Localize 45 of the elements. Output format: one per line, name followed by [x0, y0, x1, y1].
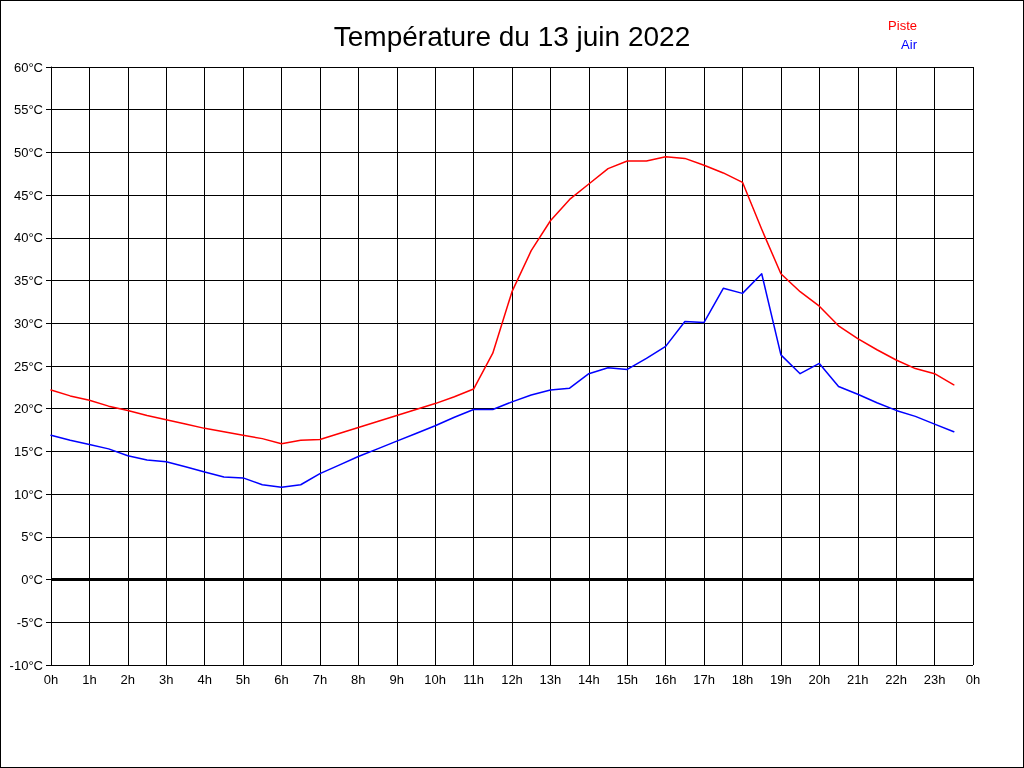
x-tick-label: 12h [501, 672, 523, 687]
line-series [50, 272, 955, 489]
x-tick-label: 13h [539, 672, 562, 687]
y-tick-label: 50°C [13, 144, 43, 160]
x-tick-label: 20h [808, 672, 831, 687]
x-tick-label: 16h [654, 672, 677, 687]
y-tick-label: 25°C [13, 358, 43, 374]
x-tick-label: 2h [120, 672, 136, 687]
x-tick-label: 19h [770, 672, 792, 687]
x-tick-label: 3h [159, 672, 174, 687]
y-tick-label: 60°C [13, 59, 43, 75]
y-tick-label: 15°C [13, 443, 43, 459]
y-tick-label: 40°C [13, 230, 43, 246]
x-tick-label: 1h [82, 672, 97, 687]
x-tick-label: 17h [693, 672, 715, 687]
y-tick-label: 30°C [13, 315, 43, 331]
y-tick-label: 20°C [13, 401, 43, 417]
y-tick-label: 10°C [13, 486, 43, 502]
x-tick-label: 14h [577, 672, 600, 687]
x-tick-label: 7h [312, 672, 328, 687]
x-tick-label: 22h [885, 672, 908, 687]
text: Piste [888, 17, 917, 33]
line-series [50, 155, 955, 445]
x-tick-label: 6h [274, 672, 289, 687]
x-tick-label: 0h [965, 672, 981, 687]
x-tick-label: 5h [235, 672, 251, 687]
x-tick-label: 4h [197, 672, 212, 687]
x-tick-label: 9h [389, 672, 404, 687]
y-tick-label: -10°C [9, 657, 43, 673]
x-tick-label: 18h [731, 672, 754, 687]
y-tick-label: 45°C [13, 187, 43, 203]
x-tick-label: 0h [43, 672, 59, 687]
y-tick-label: 5°C [21, 529, 43, 545]
x-tick-label: 15h [616, 672, 639, 687]
y-tick-label: 55°C [13, 102, 43, 118]
x-tick-label: 21h [846, 672, 869, 687]
x-tick-label: 8h [351, 672, 366, 687]
x-tick-label: 11h [463, 672, 484, 687]
chart-title: Température du 13 juin 2022 [333, 20, 691, 52]
y-tick-label: 35°C [13, 273, 43, 289]
x-tick-label: 23h [923, 672, 946, 687]
text: Air [901, 37, 918, 52]
y-tick-label: -5°C [16, 614, 43, 630]
x-tick-label: 10h [424, 672, 447, 687]
y-tick-label: 0°C [21, 572, 43, 588]
